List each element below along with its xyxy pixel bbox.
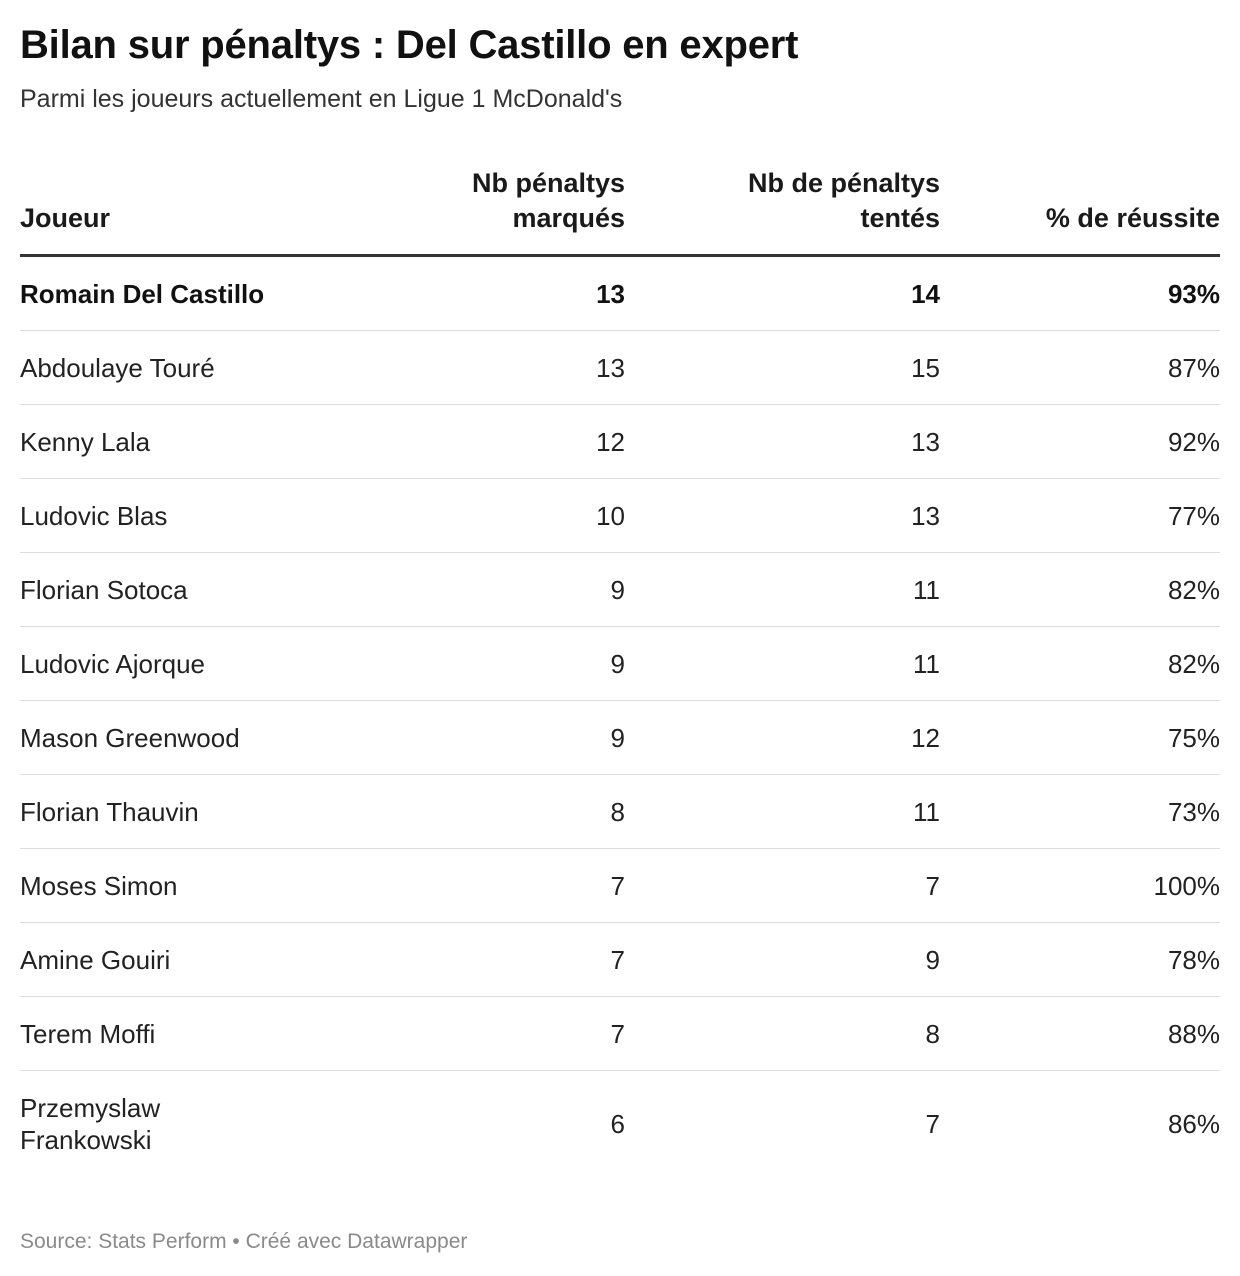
column-header-success-rate: % de réussite <box>940 166 1220 257</box>
penalties-attempted-cell: 12 <box>625 700 940 775</box>
penalties-attempted-cell: 11 <box>625 774 940 849</box>
player-name-cell: Florian Thauvin <box>20 774 350 849</box>
success-rate-cell: 92% <box>940 404 1220 479</box>
table-row: Ludovic Ajorque 9 11 82% <box>20 626 1220 701</box>
success-rate-cell: 86% <box>1167 1109 1220 1139</box>
success-rate-cell: 73% <box>940 774 1220 849</box>
penalties-scored-cell: 13 <box>350 255 625 331</box>
penalties-attempted-cell: 11 <box>625 626 940 701</box>
success-rate-cell: 82% <box>940 552 1220 627</box>
player-name-cell: Ludovic Blas <box>20 478 350 553</box>
table-body: Romain Del Castillo 13 14 93% Abdoulaye Tour… <box>20 255 1220 1178</box>
column-header-scored: Nb pénaltys marqués <box>350 166 625 257</box>
table-row: Kenny Lala 12 13 92% <box>20 404 1220 479</box>
penalties-scored-cell: 8 <box>350 774 625 849</box>
player-name-cell: Florian Sotoca <box>20 552 350 627</box>
success-rate-cell: 82% <box>940 626 1220 701</box>
penalties-scored-cell: 13 <box>350 330 625 405</box>
chart-subtitle: Parmi les joueurs actuellement en Ligue … <box>20 85 623 113</box>
table-row: Ludovic Blas 10 13 77% <box>20 478 1220 553</box>
penalties-attempted-cell: 7 <box>625 848 940 923</box>
penalties-scored-cell: 10 <box>350 478 625 553</box>
success-rate-cell: 93% <box>940 255 1220 331</box>
source-note: Source: Stats Perform • Créé avec Datawr… <box>20 1230 468 1253</box>
table-row: Przemyslaw Frankowski 6 7 86% <box>20 1071 1220 1178</box>
success-rate-cell: 77% <box>940 478 1220 553</box>
penalties-attempted-cell: 15 <box>625 330 940 405</box>
penalties-attempted-cell: 13 <box>625 478 940 553</box>
table-row: Florian Sotoca 9 11 82% <box>20 552 1220 627</box>
player-name-cell: Romain Del Castillo <box>20 255 350 331</box>
table-row: Moses Simon 7 7 100% <box>20 848 1220 923</box>
chart-title: Bilan sur pénaltys : Del Castillo en exp… <box>20 23 799 67</box>
table-header: Joueur Nb pénaltys marqués Nb de pénalty… <box>20 166 1220 257</box>
success-rate-cell: 78% <box>940 922 1220 997</box>
chart-container: Bilan sur pénaltys : Del Castillo en exp… <box>20 0 1220 1177</box>
success-rate-cell: 87% <box>940 330 1220 405</box>
table-row: Abdoulaye Touré 13 15 87% <box>20 330 1220 405</box>
penalties-attempted-cell: 8 <box>625 996 940 1071</box>
penalty-table: Joueur Nb pénaltys marqués Nb de pénalty… <box>20 166 1220 1177</box>
header-row: Joueur Nb pénaltys marqués Nb de pénalty… <box>20 166 1220 257</box>
penalties-attempted-cell: 9 <box>625 922 940 997</box>
player-name-cell: Terem Moffi <box>20 996 350 1071</box>
player-name-cell: Kenny Lala <box>20 404 350 479</box>
player-name-cell: Ludovic Ajorque <box>20 626 350 701</box>
player-name-cell: Moses Simon <box>20 848 350 923</box>
success-rate-cell: 100% <box>940 848 1220 923</box>
column-header-attempted: Nb de pénaltys tentés <box>625 166 940 257</box>
penalties-attempted-cell: 14 <box>625 255 940 331</box>
penalties-attempted-cell: 7 <box>925 1109 940 1139</box>
table-row: Romain Del Castillo 13 14 93% <box>20 255 1220 331</box>
table-row: Florian Thauvin 8 11 73% <box>20 774 1220 849</box>
player-name-cell: Amine Gouiri <box>20 922 350 997</box>
penalties-scored-cell: 9 <box>350 552 625 627</box>
success-rate-cell: 88% <box>940 996 1220 1071</box>
penalties-scored-cell: 9 <box>350 626 625 701</box>
player-name-cell: Przemyslaw Frankowski <box>20 1093 161 1155</box>
table-row: Terem Moffi 7 8 88% <box>20 996 1220 1071</box>
penalties-scored-cell: 7 <box>350 848 625 923</box>
penalties-attempted-cell: 11 <box>625 552 940 627</box>
penalties-attempted-cell: 13 <box>625 404 940 479</box>
penalties-scored-cell: 12 <box>350 404 625 479</box>
penalties-scored-cell: 6 <box>610 1109 625 1139</box>
column-header-player: Joueur <box>20 166 350 257</box>
penalties-scored-cell: 9 <box>350 700 625 775</box>
success-rate-cell: 75% <box>940 700 1220 775</box>
penalties-scored-cell: 7 <box>350 922 625 997</box>
table-row: Mason Greenwood 9 12 75% <box>20 700 1220 775</box>
player-name-cell: Mason Greenwood <box>20 700 350 775</box>
penalties-scored-cell: 7 <box>350 996 625 1071</box>
table-row: Amine Gouiri 7 9 78% <box>20 922 1220 997</box>
player-name-cell: Abdoulaye Touré <box>20 330 350 405</box>
